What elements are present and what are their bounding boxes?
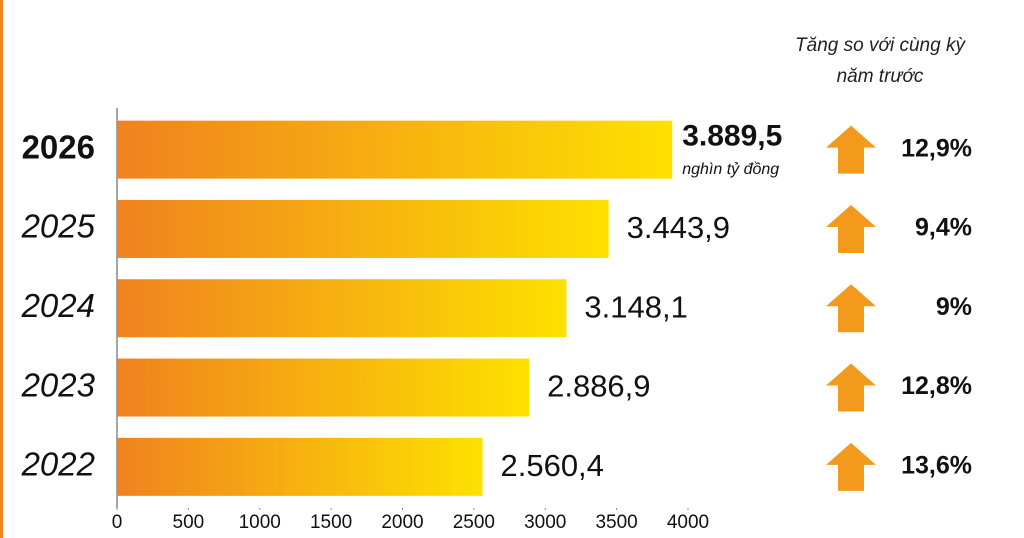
growth-arrow	[826, 204, 876, 253]
y-tick-label: 2025	[21, 208, 96, 245]
bar	[117, 199, 609, 258]
x-tick-label: 1500	[310, 512, 352, 533]
growth-label: 9,4%	[915, 214, 972, 242]
x-tick-label: 500	[173, 512, 205, 533]
x-tick-label: 4000	[667, 512, 709, 533]
x-tick-label: 1000	[239, 512, 281, 533]
growth-arrow	[826, 284, 876, 333]
value-label: 2.886,9	[547, 369, 650, 404]
unit-label: nghìn tỷ đồng	[682, 161, 779, 178]
edge-stripe	[0, 0, 3, 538]
bar	[117, 120, 673, 179]
growth-label: 12,8%	[901, 372, 972, 400]
x-tick-label: 3500	[595, 512, 637, 533]
bar	[117, 358, 530, 417]
y-tick-label: 2026	[22, 128, 95, 165]
value-label: 3.148,1	[584, 289, 687, 324]
growth-label: 13,6%	[901, 451, 972, 479]
growth-arrow	[826, 125, 876, 174]
y-tick-label: 2023	[21, 366, 96, 403]
y-tick-label: 2024	[21, 287, 95, 324]
growth-title: Tăng so với cùng kỳ năm trước	[795, 35, 965, 87]
bar	[117, 437, 483, 496]
x-tick-label: 0	[112, 512, 123, 533]
growth-arrow	[826, 363, 876, 412]
bar	[117, 279, 567, 338]
value-label: 3.889,5	[682, 120, 782, 153]
x-tick-label: 3000	[524, 512, 566, 533]
growth-arrow	[826, 442, 876, 491]
value-label: 2.560,4	[500, 448, 603, 483]
growth-label: 12,9%	[901, 134, 972, 162]
y-tick-label: 2022	[21, 446, 95, 483]
growth-label: 9%	[936, 293, 972, 321]
x-tick-label: 2500	[453, 512, 495, 533]
value-label: 3.443,9	[627, 210, 730, 245]
x-tick-label: 2000	[381, 512, 423, 533]
